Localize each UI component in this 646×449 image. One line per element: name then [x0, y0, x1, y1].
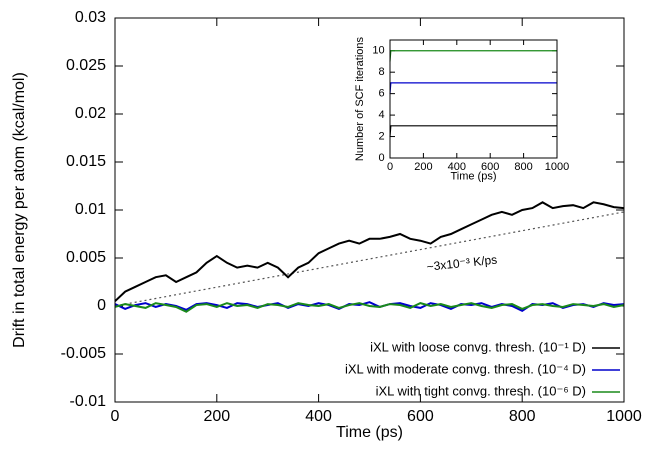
y-tick-label: 0: [97, 297, 106, 314]
y-tick-label: 0.015: [66, 153, 106, 170]
y-tick-label: 8: [378, 66, 384, 78]
x-tick-label: 1000: [606, 408, 642, 425]
y-tick-label: 0.02: [75, 105, 106, 122]
y-axis-label: Number of SCF iterations: [354, 36, 366, 161]
series-line: [114, 302, 625, 313]
x-axis-label: Time (ps): [336, 424, 403, 441]
series-line: [114, 201, 625, 302]
legend-label: iXL with tight convg. thresh. (10⁻⁶ D): [376, 383, 586, 398]
plot-frame: [389, 39, 558, 159]
y-tick-label: 0.03: [75, 9, 106, 26]
inset-background: [390, 40, 557, 158]
plot-frame: [114, 17, 625, 403]
y-tick-label: 0.01: [75, 201, 106, 218]
y-tick-label: 2: [378, 130, 384, 142]
y-tick-label: 6: [378, 88, 384, 100]
legend-label: iXL with loose convg. thresh. (10⁻¹ D): [370, 339, 586, 354]
y-axis-label: Drift in total energy per atom (kcal/mol…: [11, 72, 28, 348]
annotation: ~3x10⁻³ K/ps: [426, 253, 498, 274]
legend-label: iXL with moderate convg. thresh. (10⁻⁴ D…: [345, 361, 586, 376]
x-tick-label: 400: [305, 408, 332, 425]
y-tick-label: 0.005: [66, 249, 106, 266]
x-tick-label: 0: [387, 161, 393, 173]
inset-plot: 0 200 400 600 800 1000 0 2 4 6 8 10 Time (ps) Number …: [354, 36, 569, 182]
x-tick-label: 200: [203, 408, 230, 425]
x-tick-label: 800: [514, 161, 532, 173]
x-tick-label: 800: [509, 408, 536, 425]
x-axis-label: Time (ps): [450, 171, 496, 183]
y-tick-label: -0.005: [61, 345, 106, 362]
x-tick-label: 0: [111, 408, 120, 425]
x-tick-label: 400: [448, 161, 466, 173]
x-tick-label: 1000: [545, 161, 569, 173]
x-tick-label: 600: [407, 408, 434, 425]
y-tick-label: 0: [378, 152, 384, 164]
main-plot: 0 200 400 600 800 1000-0.01-0.00500.0050.010.…: [11, 9, 642, 441]
x-tick-label: 200: [414, 161, 432, 173]
reference-line: [114, 211, 625, 307]
y-tick-label: -0.01: [70, 393, 107, 410]
y-tick-label: 0.025: [66, 57, 106, 74]
x-tick-label: 600: [481, 161, 499, 173]
y-tick-label: 10: [372, 45, 384, 57]
y-tick-label: 4: [378, 109, 384, 121]
